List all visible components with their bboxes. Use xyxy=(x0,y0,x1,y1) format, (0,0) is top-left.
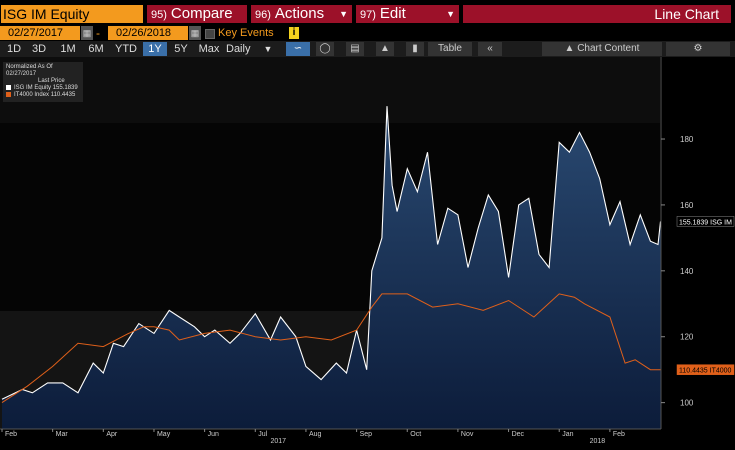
legend-item-isg: ISG IM Equity 155.1839 xyxy=(6,85,80,92)
period-1m[interactable]: 1M xyxy=(60,43,76,55)
legend-swatch-isg xyxy=(6,85,11,90)
x-tick-label: Sep xyxy=(360,431,373,438)
line-chart: 155.1839 ISG IM 110.4435 IT4000 100 120 140 1… xyxy=(0,57,735,445)
y-tick-label: 120 xyxy=(680,333,694,342)
legend-name-it4000: IT4000 Index xyxy=(14,92,50,99)
y-tick-label: 180 xyxy=(680,135,694,144)
x-year-label: 2017 xyxy=(270,438,286,445)
key-events-checkbox[interactable] xyxy=(205,29,215,39)
chart-content-label: Chart Content xyxy=(577,43,640,54)
key-events-label: Key Events xyxy=(218,27,274,39)
x-tick-label: Feb xyxy=(5,431,17,438)
actions-label: Actions xyxy=(274,5,325,22)
actions-button[interactable]: 96) Actions ▼ xyxy=(251,5,352,23)
edit-dropdown-icon: ▼ xyxy=(446,9,455,19)
mountain-icon[interactable]: ▲ xyxy=(376,42,394,56)
legend-title: Normalized As Of 02/27/2017 xyxy=(6,64,53,77)
edit-number: 97) xyxy=(360,9,376,21)
period-ytd[interactable]: YTD xyxy=(115,43,137,55)
x-tick-label: Oct xyxy=(410,431,421,438)
frequency-dropdown[interactable]: Daily xyxy=(226,42,262,56)
legend-subtitle: Last Price xyxy=(38,78,65,84)
date-separator: - xyxy=(96,26,100,40)
chart-legend: Normalized As Of 02/27/2017 Last Price I… xyxy=(3,62,83,102)
period-1y[interactable]: 1Y xyxy=(143,42,167,56)
actions-dropdown-icon: ▼ xyxy=(339,9,348,19)
period-5y[interactable]: 5Y xyxy=(174,43,188,55)
x-tick-label: Aug xyxy=(309,431,322,438)
period-toolbar: 1D 3D 1M 6M YTD 1Y 5Y Max Daily ▼ ∽ ◯ ▤ … xyxy=(0,41,735,57)
legend-value-isg: 155.1839 xyxy=(52,85,78,92)
bar-icon[interactable]: ▮ xyxy=(406,42,424,56)
svg-text:110.4435 IT4000: 110.4435 IT4000 xyxy=(679,368,732,375)
candle-icon[interactable]: ▤ xyxy=(346,42,364,56)
compare-label: Compare xyxy=(170,5,233,22)
last-price-label-it4000: 110.4435 IT4000 xyxy=(676,364,735,375)
last-price-label-isg: 155.1839 ISG IM xyxy=(676,216,735,227)
security-field[interactable]: ISG IM Equity xyxy=(1,5,143,23)
table-button[interactable]: Table xyxy=(428,42,472,56)
x-tick-label: Nov xyxy=(461,431,474,438)
period-6m[interactable]: 6M xyxy=(88,43,104,55)
period-3d[interactable]: 3D xyxy=(31,43,47,55)
x-tick-label: Dec xyxy=(512,431,525,438)
edit-button[interactable]: 97) Edit ▼ xyxy=(356,5,459,23)
plot-band-top xyxy=(0,57,660,123)
x-tick-label: Jun xyxy=(208,431,219,438)
top-toolbar: ISG IM Equity 95) Compare 96) Actions ▼ 97… xyxy=(0,0,735,25)
ohlc-icon[interactable]: ◯ xyxy=(316,42,334,56)
start-date-field[interactable]: 02/27/2017 xyxy=(0,26,80,40)
y-tick-label: 160 xyxy=(680,201,694,210)
settings-icon[interactable]: ⚙ xyxy=(666,42,730,56)
y-tick-label: 100 xyxy=(680,399,694,408)
chart-type-title[interactable]: Line Chart xyxy=(463,5,731,23)
x-tick-label: Feb xyxy=(613,431,625,438)
info-icon[interactable]: i xyxy=(289,27,299,39)
legend-name-isg: ISG IM Equity xyxy=(14,85,52,92)
actions-number: 96) xyxy=(255,9,271,21)
x-tick-label: Mar xyxy=(56,431,69,438)
collapse-icon[interactable]: « xyxy=(478,42,502,56)
edit-label: Edit xyxy=(379,5,406,22)
chart-area: 155.1839 ISG IM 110.4435 IT4000 100 120 140 1… xyxy=(0,57,735,445)
legend-swatch-it4000 xyxy=(6,92,11,98)
series-line-it4000 xyxy=(1,293,661,404)
x-tick-label: Jan xyxy=(562,431,573,438)
x-tick-label: May xyxy=(157,431,171,438)
start-calendar-icon[interactable]: ▦ xyxy=(81,26,93,40)
series-area-isg xyxy=(2,106,661,429)
svg-text:155.1839 ISG IM: 155.1839 ISG IM xyxy=(679,219,732,226)
legend-item-it4000: IT4000 Index 110.4435 xyxy=(6,92,80,99)
compare-number: 95) xyxy=(151,9,167,21)
x-tick-label: Jul xyxy=(258,431,267,438)
x-tick-label: Apr xyxy=(106,431,118,438)
x-year-label: 2018 xyxy=(590,438,606,445)
date-range-bar: 02/27/2017 ▦ - 02/26/2018 ▦ Key Events i xyxy=(0,25,735,41)
series-line-isg xyxy=(1,106,662,400)
legend-value-it4000: 110.4435 xyxy=(50,92,76,99)
frequency-label: Daily xyxy=(226,43,251,55)
end-date-field[interactable]: 02/26/2018 xyxy=(108,26,188,40)
period-max[interactable]: Max xyxy=(198,43,220,55)
y-tick-label: 140 xyxy=(680,267,694,276)
period-1d[interactable]: 1D xyxy=(6,43,22,55)
frequency-dropdown-icon[interactable]: ▼ xyxy=(263,44,273,54)
chart-content-icon: ▲ xyxy=(564,43,578,54)
end-calendar-icon[interactable]: ▦ xyxy=(189,26,201,40)
compare-button[interactable]: 95) Compare xyxy=(147,5,247,23)
chart-content-button[interactable]: ▲ Chart Content xyxy=(542,42,662,56)
line-chart-icon[interactable]: ∽ xyxy=(286,42,310,56)
